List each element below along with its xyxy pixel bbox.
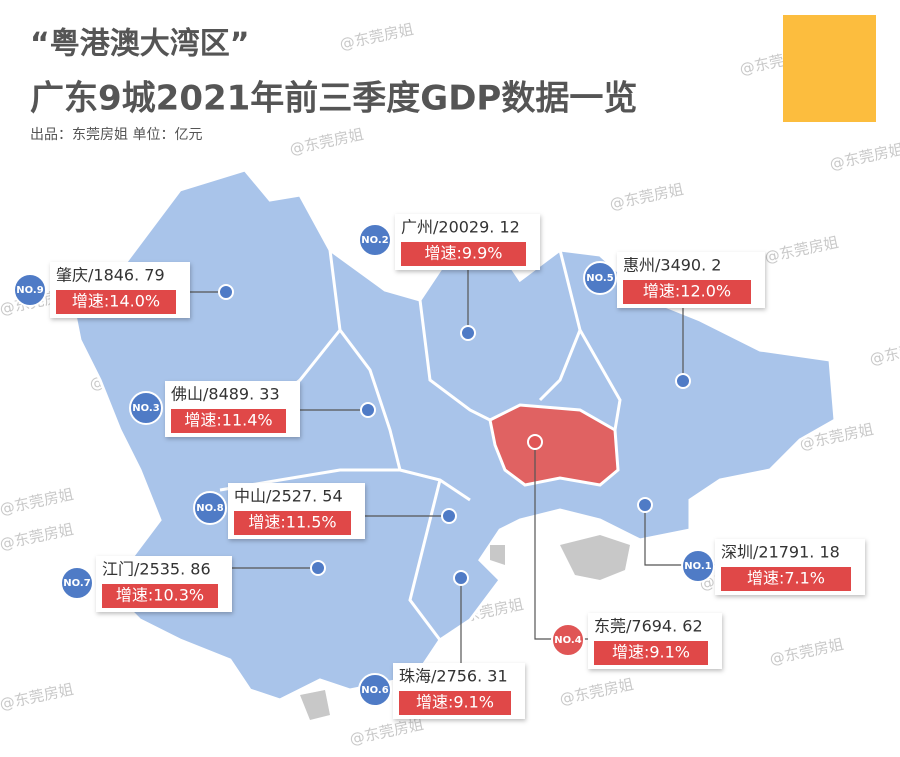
rank-badge [551, 623, 585, 657]
rank-label: NO.4 [554, 635, 581, 646]
watermark: @东莞房姐 [608, 180, 685, 213]
rank-badge [129, 391, 163, 425]
city-label: 佛山/8489. 33 [171, 385, 280, 404]
rank-badge [193, 491, 227, 525]
city-dot [453, 570, 469, 586]
growth-bg [401, 242, 526, 266]
city-label: 东莞/7694. 62 [594, 617, 703, 636]
city-label: 中山/2527. 54 [234, 487, 343, 506]
rank-label: NO.3 [132, 403, 159, 414]
rank-label: NO.8 [196, 503, 223, 514]
growth-bg [623, 280, 751, 304]
growth-bg [594, 641, 708, 665]
rank-badge [681, 549, 715, 583]
watermark: @东莞房姐 [558, 675, 635, 708]
city-dot [675, 373, 691, 389]
rank-badge [13, 273, 47, 307]
city-dot [310, 560, 326, 576]
city-dot [360, 402, 376, 418]
growth-label: 增速:7.1% [747, 569, 825, 588]
rank-label: NO.2 [361, 235, 388, 246]
city-label: 深圳/21791. 18 [721, 543, 840, 562]
growth-label: 增速:12.0% [643, 282, 731, 301]
watermark: @东莞房姐 [0, 680, 75, 713]
rank-badge [358, 673, 392, 707]
city-label: 珠海/2756. 31 [399, 667, 508, 686]
watermark: @东莞房姐 [768, 635, 845, 668]
title: “粤港澳大湾区” [30, 27, 249, 62]
growth-bg [102, 584, 218, 608]
city-label: 惠州/3490. 2 [623, 256, 721, 275]
growth-label: 增速:9.9% [424, 244, 502, 263]
city-dot [460, 325, 476, 341]
title: 广东9城2021年前三季度GDP数据一览 [30, 79, 637, 119]
growth-bg [399, 691, 511, 715]
growth-bg [56, 290, 176, 314]
rank-label: NO.6 [361, 685, 388, 696]
watermark: @东莞房姐 [348, 715, 425, 748]
subtitle: 出品：东莞房姐 单位：亿元 [30, 127, 202, 143]
city-dot [527, 434, 543, 450]
growth-label: 增速:9.1% [612, 643, 690, 662]
growth-label: 增速:11.4% [184, 411, 272, 430]
growth-label: 增速:9.1% [416, 693, 494, 712]
growth-bg [234, 511, 351, 535]
rank-badge [583, 261, 617, 295]
watermark: @东莞房姐 [763, 233, 840, 266]
watermark: @东莞房姐 [338, 20, 415, 53]
rank-label: NO.5 [586, 273, 613, 284]
badge [783, 15, 876, 122]
growth-bg [171, 409, 286, 433]
city-dot [218, 284, 234, 300]
growth-label: 增速:10.3% [116, 586, 204, 605]
growth-bg [721, 567, 851, 591]
rank-badge [358, 223, 392, 257]
city-label: 广州/20029. 12 [401, 218, 520, 237]
watermark: @东莞房姐 [0, 485, 75, 518]
macau [300, 690, 330, 720]
rank-label: NO.9 [16, 285, 43, 296]
watermark: @东莞房姐 [828, 140, 900, 173]
hong-kong [560, 535, 630, 580]
city-label: 江门/2535. 86 [102, 560, 211, 579]
rank-badge [60, 566, 94, 600]
watermark: @东莞房姐 [0, 520, 75, 553]
city-dot [441, 508, 457, 524]
watermark: @东莞房姐 [288, 125, 365, 158]
dongguan [488, 403, 620, 487]
city-dot [637, 497, 653, 513]
rank-label: NO.7 [63, 578, 90, 589]
city-label: 肇庆/1846. 79 [56, 266, 165, 285]
growth-label: 增速:11.5% [248, 513, 336, 532]
growth-label: 增速:14.0% [72, 292, 160, 311]
rank-label: NO.1 [684, 561, 711, 572]
watermark: @东莞房姐 [868, 335, 900, 368]
